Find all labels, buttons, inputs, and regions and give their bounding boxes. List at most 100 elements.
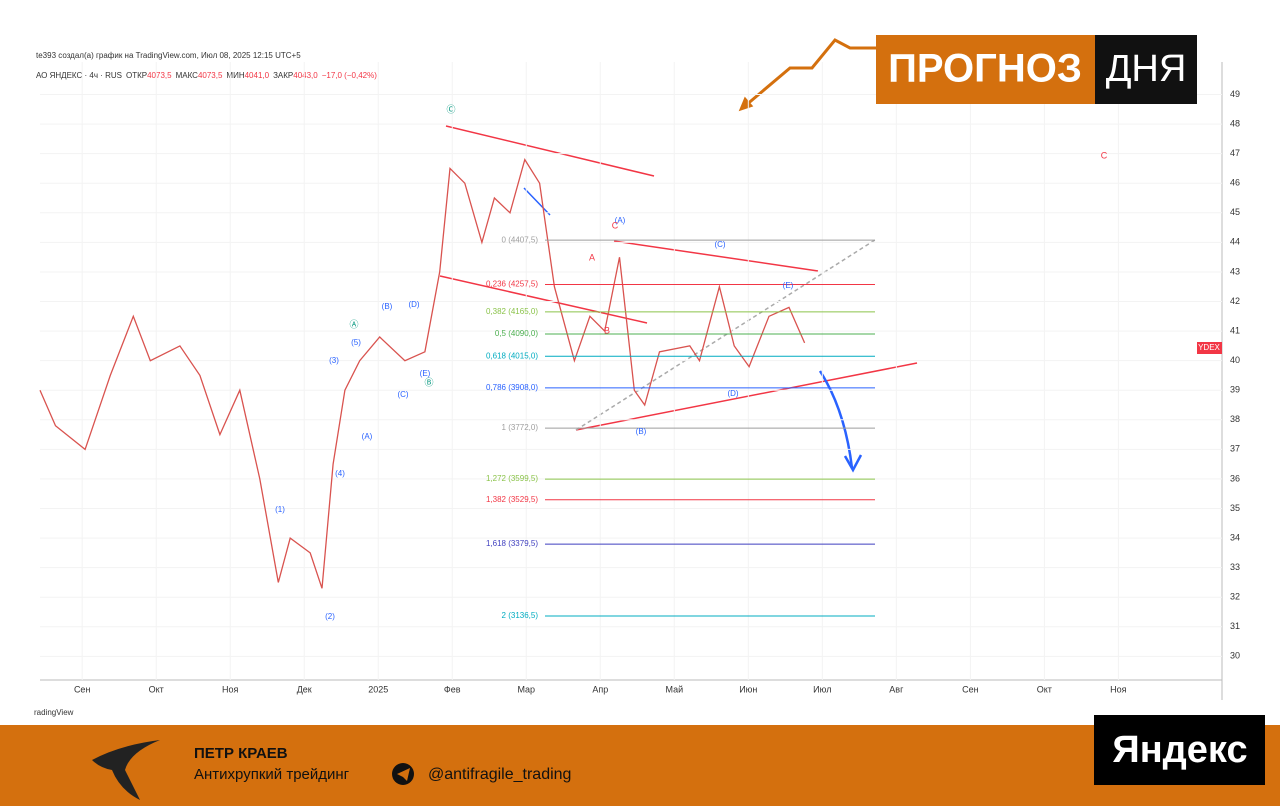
y-tick-label: 35 [1230, 503, 1240, 513]
fib-label: 1,382 (3529,5) [486, 495, 538, 504]
ohlc-value: 4073,5 [147, 71, 172, 80]
wave-label: Ⓒ [446, 104, 455, 114]
x-tick-label: Сен [74, 684, 91, 694]
brand: Яндекс [1112, 729, 1247, 771]
y-tick-label: 48 [1230, 118, 1240, 128]
fib-label: 1,272 (3599,5) [486, 474, 538, 483]
y-tick-label: 45 [1230, 207, 1240, 217]
wave-label: B [604, 325, 610, 335]
wave-label: (A) [615, 216, 626, 225]
y-tick-label: 32 [1230, 592, 1240, 602]
trend-line [445, 125, 655, 177]
y-tick-label: 31 [1230, 621, 1240, 631]
plot: 30 31 32 33 34 35 36 37 38 39 40 41 42 43 44 45 46 47 48 49… [39, 62, 1240, 694]
y-tick-label: 42 [1230, 296, 1240, 306]
ohlc-label: ЗАКР [273, 71, 293, 80]
fib-label: 1,618 (3379,5) [486, 539, 538, 548]
wave-label: C [1101, 150, 1108, 160]
banner-title: ПРОГНОЗ [888, 47, 1082, 91]
wave-label: (C) [397, 390, 408, 399]
wave-label: (B) [382, 302, 393, 311]
ohlc-label: МИН [226, 71, 244, 80]
banner-subtitle: ДНЯ [1106, 48, 1187, 90]
wave-label: A [589, 252, 595, 262]
wave-label: (E) [420, 369, 431, 378]
telegram-plane [397, 768, 410, 781]
symbol-line: АО ЯНДЕКС · 4ч · RUS ОТКР4073,5 МАКС4073,5… [36, 71, 377, 80]
change: −17,0 (−0,42%) [322, 71, 377, 80]
ohlc-value: 4041,0 [245, 71, 270, 80]
y-tick-label: 49 [1230, 89, 1240, 99]
x-tick-label: Июл [813, 684, 831, 694]
y-tick-label: 36 [1230, 473, 1240, 483]
ohlc-label: ОТКР [126, 71, 147, 80]
credit: te393 создал(а) график на TradingView.co… [36, 51, 301, 60]
y-tick-label: 47 [1230, 148, 1240, 158]
decor-arrow [744, 38, 876, 108]
y-tick-label: 46 [1230, 178, 1240, 188]
y-tick-label: 41 [1230, 325, 1240, 335]
y-tick-label: 37 [1230, 444, 1240, 454]
x-tick-label: Ноя [1110, 684, 1127, 694]
ohlc-value: 4073,5 [198, 71, 223, 80]
x-tick-label: Ноя [222, 684, 239, 694]
x-tick-label: Окт [1037, 684, 1052, 694]
fib-label: 0,5 (4090,0) [495, 329, 538, 338]
source: radingView [34, 708, 74, 717]
brand-box [1094, 715, 1265, 785]
fib-label: 0,236 (4257,5) [486, 280, 538, 289]
wave-label: (2) [325, 612, 335, 621]
y-tick-label: 34 [1230, 532, 1240, 542]
wave-label: (D) [408, 300, 419, 309]
bird-logo [92, 740, 160, 800]
price-tag-box [1197, 342, 1222, 354]
x-tick-label: Авг [889, 684, 904, 694]
trend-line [523, 187, 551, 216]
x-tick-label: Июн [739, 684, 757, 694]
symbol: АО ЯНДЕКС · 4ч · RUS [36, 71, 122, 80]
x-tick-label: Дек [297, 684, 312, 694]
wave-label: Ⓐ [349, 319, 358, 329]
wave-label: C [612, 220, 619, 230]
banner-left [876, 35, 1095, 104]
price-line [39, 158, 806, 589]
author: ПЕТР КРАЕВ [194, 745, 288, 762]
fib-label: 0,786 (3908,0) [486, 383, 538, 392]
y-tick-label: 44 [1230, 237, 1240, 247]
x-tick-label: Май [665, 684, 683, 694]
y-tick-label: 30 [1230, 651, 1240, 661]
y-tick-label: 33 [1230, 562, 1240, 572]
y-tick-label: 40 [1230, 355, 1240, 365]
x-tick-label: Окт [149, 684, 164, 694]
wave-label: (1) [275, 505, 285, 514]
wave-label: (C) [714, 240, 725, 249]
tagline: Антихрупкий трейдинг [194, 766, 350, 783]
fib-label: 0,382 (4165,0) [486, 307, 538, 316]
wave-label: Ⓑ [424, 377, 433, 387]
x-tick-label: Сен [962, 684, 979, 694]
banner-right [1095, 35, 1197, 104]
x-tick-label: Апр [592, 684, 608, 694]
x-tick-label: Мар [517, 684, 535, 694]
arrow-head [843, 454, 863, 473]
ohlc-label: МАКС [176, 71, 199, 80]
fib-label: 0,618 (4015,0) [486, 351, 538, 360]
footer-bar [0, 725, 1280, 806]
handle[interactable]: @antifragile_trading [428, 766, 571, 783]
fib-label: 0 (4407,5) [502, 235, 539, 244]
y-tick-label: 43 [1230, 266, 1240, 276]
wave-label: (E) [783, 281, 794, 290]
wave-label: (5) [351, 338, 361, 347]
wave-label: (D) [727, 389, 738, 398]
wave-label: (4) [335, 469, 345, 478]
ohlc-value: 4043,0 [293, 71, 318, 80]
trend-line [613, 240, 819, 272]
fib-label: 2 (3136,5) [502, 611, 539, 620]
y-tick-label: 39 [1230, 385, 1240, 395]
x-tick-label: 2025 [368, 684, 388, 694]
x-tick-label: Фев [444, 684, 461, 694]
fib-label: 1 (3772,0) [502, 423, 539, 432]
trend-line [439, 275, 648, 324]
